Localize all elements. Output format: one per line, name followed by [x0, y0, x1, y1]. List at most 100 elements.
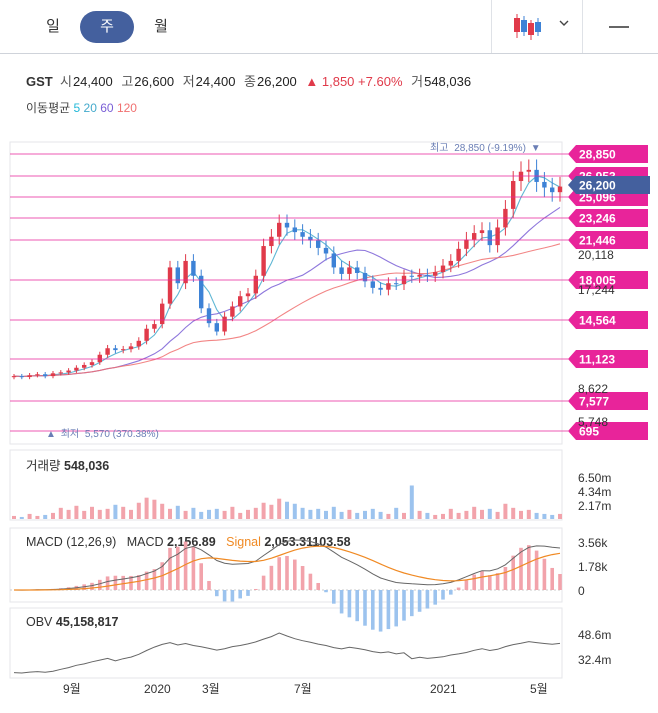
macd-osc-bar: [222, 590, 227, 602]
macd-panel-title: MACD (12,26,9): [26, 535, 117, 549]
moving-averages: [13, 175, 561, 378]
volume-bars: [12, 485, 562, 519]
macd-osc-bar: [378, 590, 383, 632]
macd-osc-bar: [261, 575, 266, 590]
macd-osc-bar: [534, 550, 539, 590]
macd-osc-bar: [300, 566, 305, 590]
level-tag-text: 14,564: [579, 314, 616, 328]
macd-osc-bar: [503, 566, 508, 590]
macd-osc-bar: [121, 575, 125, 590]
candle-body: [97, 354, 102, 363]
volume-bar: [129, 509, 133, 519]
change-percent: +7.60%: [358, 74, 403, 89]
candle-body: [175, 267, 180, 284]
x-label-may: 5월: [530, 682, 548, 696]
macd-tick-2: 1.78k: [578, 560, 608, 574]
macd-osc-bar: [488, 575, 492, 590]
high-label: 고: [121, 74, 134, 89]
macd-osc-bar: [316, 582, 320, 590]
macd-osc-bar: [199, 563, 203, 590]
macd-osc-bar: [355, 590, 359, 622]
period-tab-bar: 일 주 월: [0, 0, 658, 54]
candle-body: [277, 222, 282, 237]
candle-body: [464, 239, 469, 249]
macd-osc-bar: [308, 573, 313, 590]
macd-osc-bar: [542, 558, 547, 590]
volume-bar: [433, 514, 438, 519]
macd-osc-bar: [246, 590, 250, 596]
candle-body: [362, 272, 368, 282]
candle-body: [386, 283, 391, 290]
candle-body: [292, 227, 297, 233]
menu-button[interactable]: [606, 14, 632, 40]
volume-bar: [113, 504, 118, 519]
candle-body: [206, 308, 212, 324]
volume-bar: [82, 510, 87, 519]
tab-month[interactable]: 월: [154, 18, 168, 35]
candle-body: [495, 227, 500, 246]
volume-bar: [230, 506, 235, 519]
candle-body: [316, 240, 321, 248]
macd-osc-bar: [449, 590, 453, 595]
macd-osc-bar: [347, 590, 352, 618]
macd-osc-bar: [386, 590, 391, 630]
volume-bar: [456, 512, 461, 519]
chart-type-selector[interactable]: [491, 0, 583, 53]
moving-average-legend: 이동평균 5 20 60 120: [26, 99, 137, 116]
level-tag: [568, 350, 648, 368]
candle-body: [253, 275, 258, 294]
macd-osc-bar: [511, 555, 515, 590]
macd-line: [13, 539, 561, 591]
candle-body: [238, 296, 243, 307]
signal-value: 2,053.31: [264, 535, 313, 549]
macd-osc-bar: [293, 559, 297, 590]
current-price-tag: [568, 176, 650, 194]
candle-body: [199, 275, 204, 309]
macd-osc-bar: [339, 590, 344, 614]
macd-osc-bar: [433, 590, 437, 605]
volume-bar: [183, 510, 188, 519]
chevron-down-icon: [559, 20, 569, 26]
volume-bar: [90, 506, 94, 519]
ma120-line: [13, 243, 561, 378]
candle-body: [74, 367, 79, 371]
x-label-jul: 7월: [294, 682, 312, 696]
candle-body: [144, 328, 149, 341]
macd-osc-bar: [152, 569, 157, 590]
volume-bar: [136, 502, 141, 519]
candle-body: [11, 376, 17, 378]
candle-body: [300, 232, 305, 237]
candle-body: [58, 372, 63, 374]
volume-bar: [417, 510, 422, 519]
price-chart[interactable]: 28,85026,95325,09623,24621,44618,00514,5…: [0, 120, 658, 713]
macd-osc-bar: [269, 565, 274, 590]
candle-body: [113, 348, 118, 351]
level-tag: [568, 209, 648, 227]
price-tick-4: 5,748: [578, 415, 608, 429]
tab-day[interactable]: 일: [46, 18, 60, 35]
volume-bar: [495, 511, 500, 519]
macd-osc-bar: [207, 580, 211, 590]
obv-panel-label: OBV 45,158,817: [26, 615, 118, 629]
volume-bar: [402, 512, 406, 519]
low-label: 저: [182, 74, 195, 89]
level-tag: [568, 392, 648, 410]
volume-bar: [269, 504, 274, 519]
candle-body: [425, 274, 430, 276]
price-panel-frame: [9, 141, 563, 445]
min-annotation: ▲ 최저 5,570 (370.38%): [46, 428, 159, 440]
volume-bar: [347, 509, 352, 519]
volume-bar: [542, 513, 547, 519]
high-value: 26,600: [134, 74, 175, 89]
candle-body: [245, 293, 251, 297]
change-value: ▲ 1,850: [305, 74, 355, 89]
tab-week[interactable]: 주: [80, 11, 134, 43]
ma-120: 120: [116, 101, 137, 115]
macd-osc-bar: [519, 547, 523, 590]
volume-bar: [550, 514, 555, 519]
volume-bar: [35, 515, 40, 519]
price-tick-3: 8,622: [578, 382, 608, 396]
macd-osc-bar: [277, 557, 281, 590]
volume-bar: [168, 508, 172, 519]
ma-label: 이동평균: [26, 101, 71, 115]
